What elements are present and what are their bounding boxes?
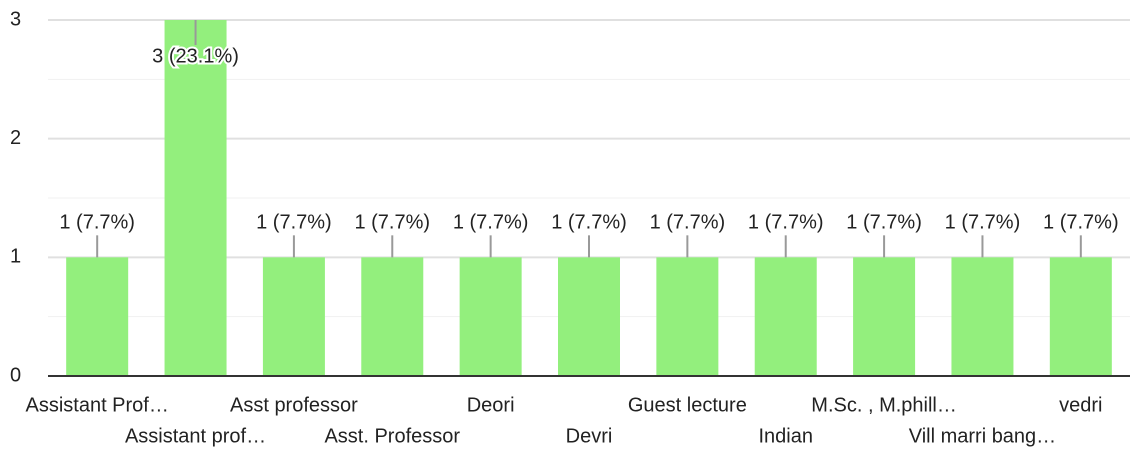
bar — [459, 257, 522, 376]
bar — [951, 257, 1014, 376]
value-label: 1 (7.7%) — [453, 212, 529, 234]
y-tick-label: 2 — [10, 127, 21, 149]
x-tick-label: Assistant Prof… — [25, 394, 168, 416]
value-label: 1 (7.7%) — [650, 212, 726, 234]
value-label: 1 (7.7%) — [256, 212, 332, 234]
y-tick-label: 1 — [10, 246, 21, 268]
x-tick-label: Asst professor — [230, 394, 358, 416]
bar — [656, 257, 719, 376]
x-tick-label: Devri — [566, 425, 613, 447]
bar — [262, 257, 325, 376]
x-tick-label: Asst. Professor — [324, 425, 460, 447]
bar — [754, 257, 817, 376]
value-label: 1 (7.7%) — [748, 212, 824, 234]
value-label: 1 (7.7%) — [846, 212, 922, 234]
value-label: 1 (7.7%) — [59, 212, 135, 234]
bar — [853, 257, 916, 376]
value-label: 1 (7.7%) — [1043, 212, 1119, 234]
y-tick-label: 0 — [10, 364, 21, 386]
x-tick-label: Vill marri bang… — [909, 425, 1056, 447]
bar — [558, 257, 620, 376]
value-label: 1 (7.7%) — [354, 212, 430, 234]
bar — [66, 257, 129, 376]
x-tick-label: Guest lecture — [628, 394, 747, 416]
x-tick-label: Indian — [758, 425, 813, 447]
value-label: 1 (7.7%) — [551, 212, 627, 234]
bar — [1049, 257, 1112, 376]
bar — [361, 257, 424, 376]
value-label: 1 (7.7%) — [945, 212, 1021, 234]
value-label: 3 (23.1%) — [152, 45, 239, 67]
x-tick-label: M.Sc. , M.phill… — [811, 394, 957, 416]
x-tick-label: Assistant prof… — [125, 425, 266, 447]
y-tick-label: 3 — [10, 8, 21, 30]
bar — [164, 20, 227, 376]
x-tick-label: Deori — [467, 394, 515, 416]
x-tick-label: vedri — [1059, 394, 1102, 416]
